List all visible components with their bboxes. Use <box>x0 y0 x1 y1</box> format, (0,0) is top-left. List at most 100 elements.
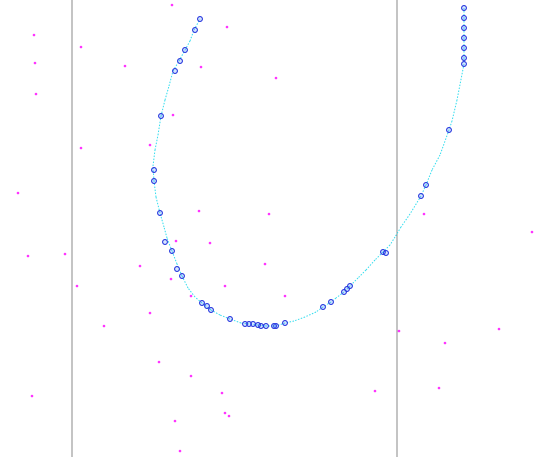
magenta-point <box>208 241 212 245</box>
magenta-point <box>169 277 173 281</box>
track-segment <box>164 85 170 101</box>
magenta-point <box>225 25 229 29</box>
track-marker <box>151 167 157 173</box>
track-marker <box>199 300 205 306</box>
track-marker <box>341 289 347 295</box>
magenta-point <box>157 360 161 364</box>
magenta-point <box>267 212 271 216</box>
track-segment <box>163 226 168 239</box>
track-marker <box>461 61 467 67</box>
magenta-point <box>422 212 426 216</box>
track-segment <box>171 250 178 265</box>
magenta-point <box>497 327 501 331</box>
track-marker <box>242 321 248 327</box>
track-segment <box>389 236 396 246</box>
magenta-point <box>34 92 38 96</box>
track-segment <box>315 306 324 313</box>
track-marker <box>461 35 467 41</box>
track-segment <box>304 311 317 318</box>
track-marker <box>172 68 178 74</box>
track-marker <box>320 304 326 310</box>
track-segment <box>181 275 189 289</box>
magenta-point <box>16 191 20 195</box>
track-line <box>152 8 465 327</box>
track-marker <box>446 127 452 133</box>
magenta-point <box>274 76 278 80</box>
track-marker <box>208 307 214 313</box>
magenta-point <box>102 324 106 328</box>
track-marker <box>246 321 252 327</box>
track-marker <box>418 193 424 199</box>
track-segment <box>409 195 422 215</box>
magenta-point <box>171 113 175 117</box>
track-marker <box>383 250 389 256</box>
track-segment <box>154 134 159 151</box>
magenta-point <box>223 411 227 415</box>
track-marker <box>192 27 198 33</box>
track-segment <box>201 302 212 311</box>
divider-lines <box>71 0 398 457</box>
magenta-point <box>26 254 30 258</box>
magenta-point <box>437 386 441 390</box>
magenta-point <box>178 449 182 453</box>
magenta-point <box>373 389 377 393</box>
track-marker <box>461 5 467 11</box>
track-segment <box>152 165 155 182</box>
track-segment <box>330 297 337 303</box>
track-marker <box>282 320 288 326</box>
magenta-point <box>223 284 227 288</box>
track-segment <box>166 237 173 252</box>
magenta-points <box>16 3 534 453</box>
magenta-point <box>32 33 36 37</box>
track-marker <box>255 322 261 328</box>
track-marker <box>461 15 467 21</box>
track-segment <box>439 129 450 156</box>
track-marker <box>174 266 180 272</box>
track-marker <box>250 321 256 327</box>
magenta-point <box>75 284 79 288</box>
track-marker <box>227 316 233 322</box>
magenta-point <box>138 264 142 268</box>
magenta-point <box>530 230 534 234</box>
track-segment <box>374 251 384 261</box>
track-segment <box>187 287 196 298</box>
track-marker <box>271 323 277 329</box>
magenta-point <box>443 341 447 345</box>
magenta-point <box>189 294 193 298</box>
magenta-point <box>397 329 401 333</box>
track-marker <box>157 210 163 216</box>
track-segment <box>456 63 465 101</box>
magenta-point <box>33 61 37 65</box>
magenta-point <box>148 311 152 315</box>
track-segment <box>357 269 367 279</box>
magenta-point <box>173 419 177 423</box>
track-segment <box>293 316 306 322</box>
magenta-point <box>263 262 267 266</box>
track-marker <box>328 299 334 305</box>
track-marker <box>162 239 168 245</box>
track-segment <box>451 99 458 122</box>
magenta-point <box>170 3 174 7</box>
track-marker <box>179 273 185 279</box>
track-segment <box>168 70 174 87</box>
magenta-point <box>148 143 152 147</box>
track-segment <box>157 115 162 136</box>
track-marker <box>177 58 183 64</box>
magenta-point <box>283 294 287 298</box>
magenta-point <box>30 394 34 398</box>
magenta-point <box>189 374 193 378</box>
magenta-point <box>63 252 67 256</box>
track-segment <box>152 149 156 167</box>
track-marker <box>461 45 467 51</box>
track-segment <box>394 226 402 238</box>
track-marker <box>197 16 203 22</box>
magenta-point <box>79 45 83 49</box>
track-marker <box>461 55 467 61</box>
track-segment <box>257 324 267 327</box>
magenta-point <box>174 239 178 243</box>
track-marker <box>204 303 210 309</box>
track-markers <box>151 5 467 329</box>
track-marker <box>169 248 175 254</box>
track-segment <box>365 259 376 271</box>
